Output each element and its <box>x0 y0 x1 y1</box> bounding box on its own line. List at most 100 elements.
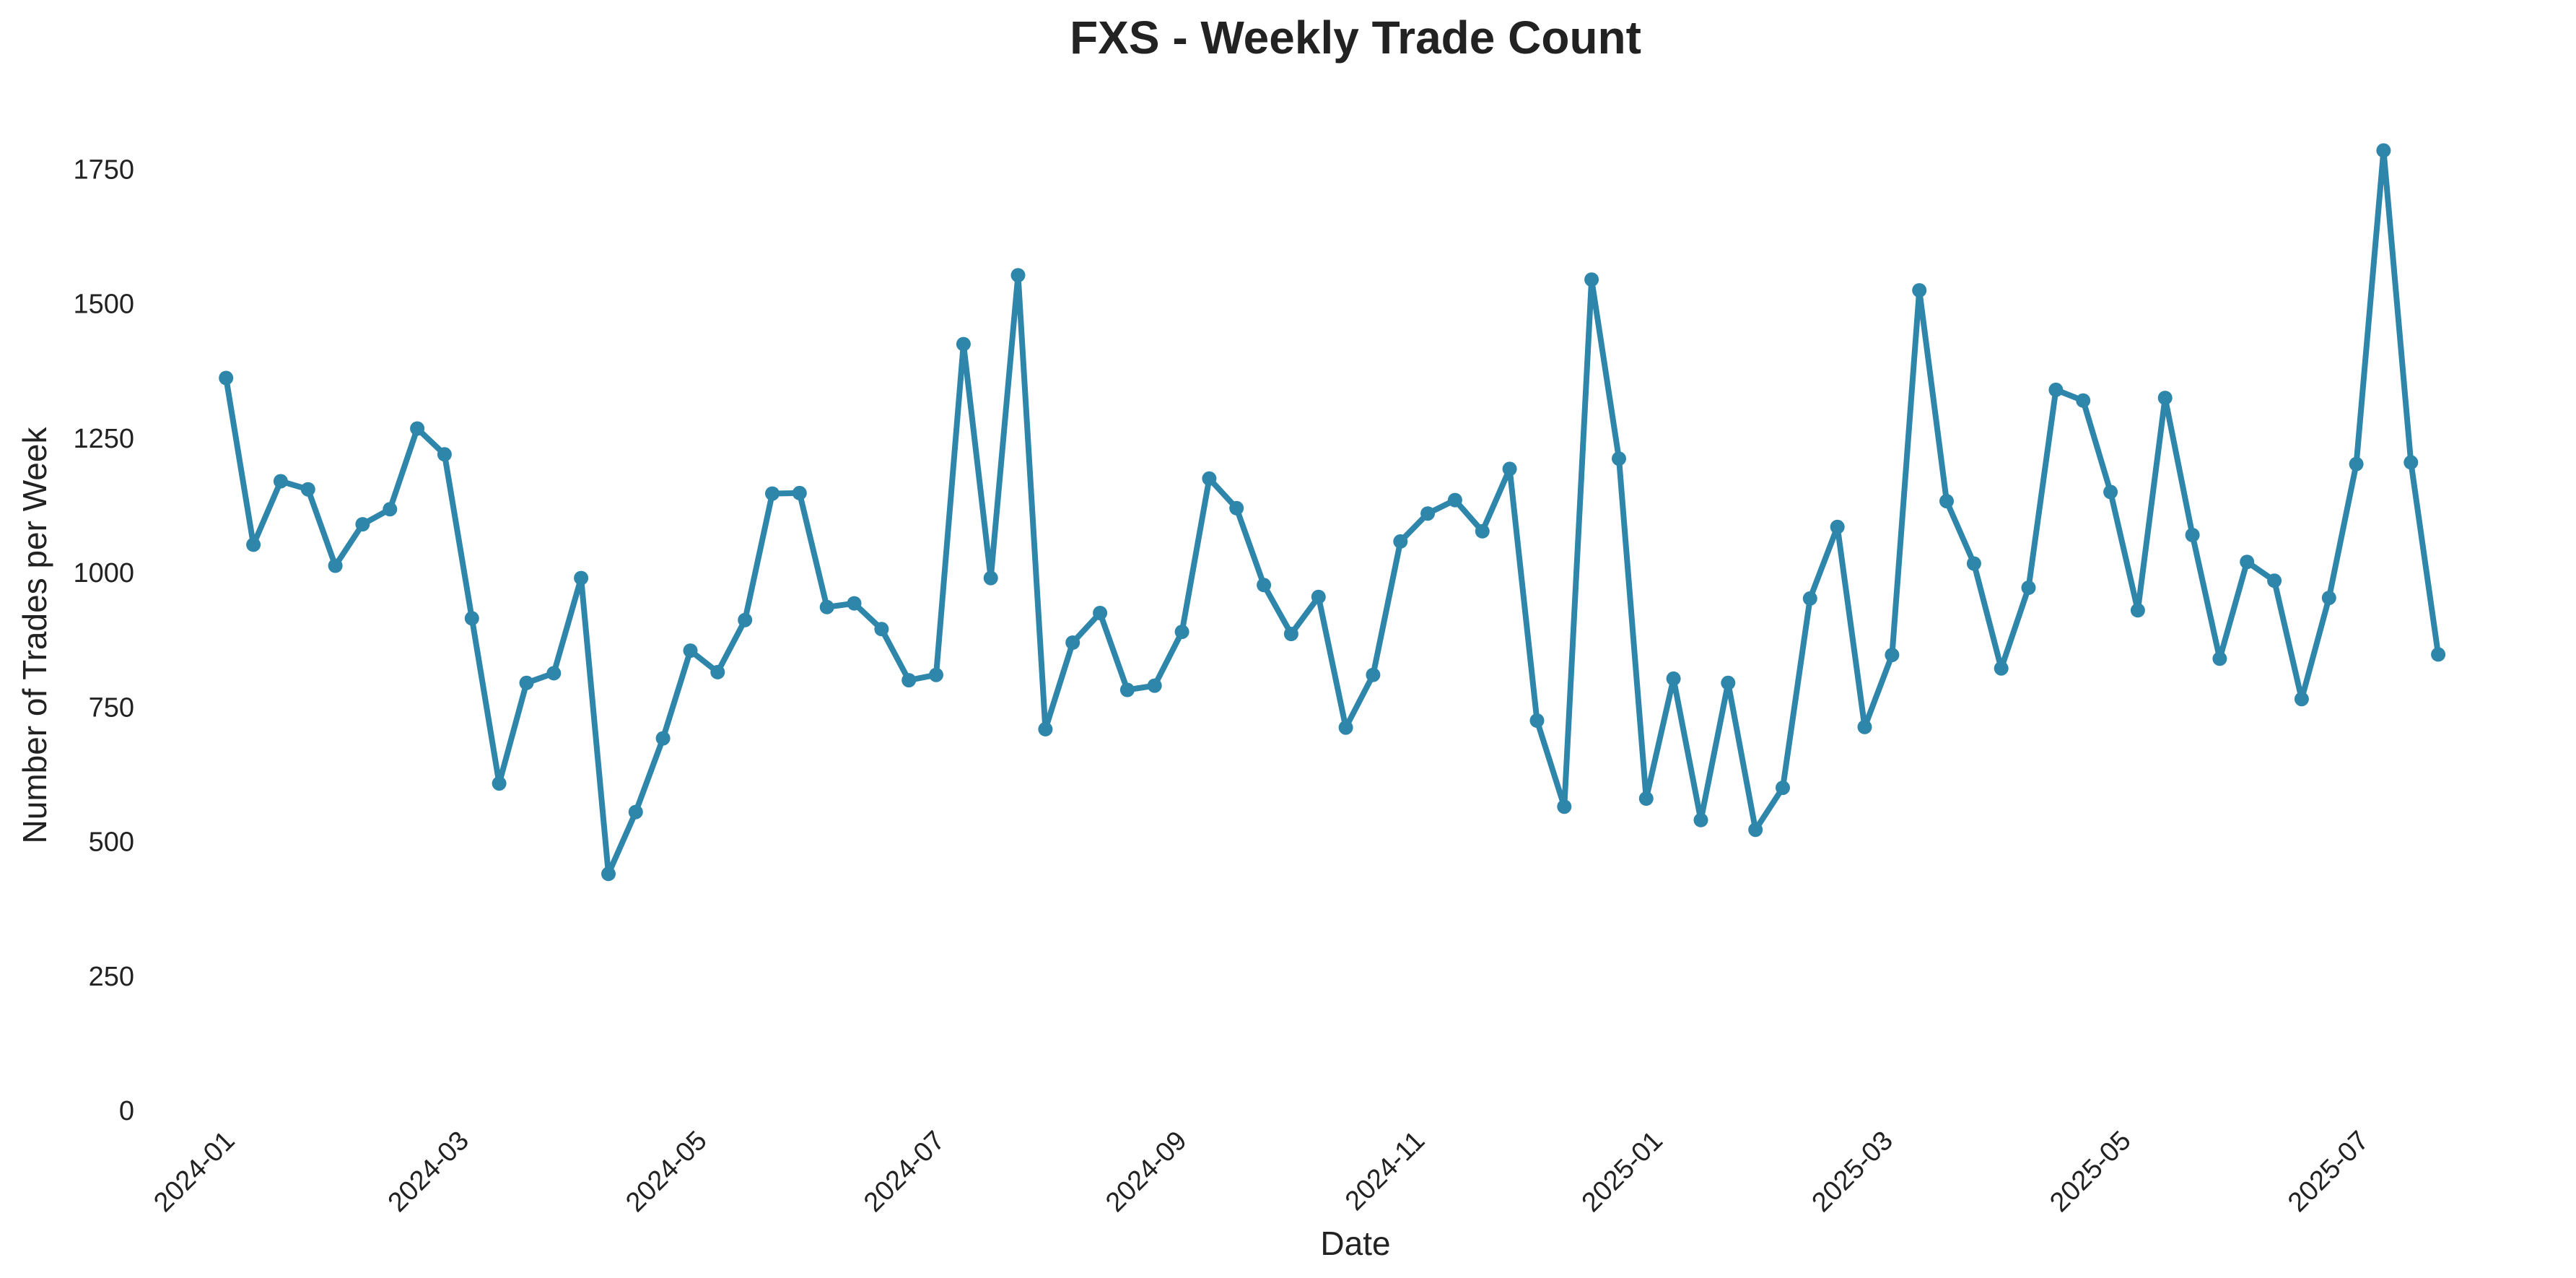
data-point <box>2431 647 2446 662</box>
data-point <box>1693 812 1708 827</box>
data-point <box>246 537 261 552</box>
series-line <box>223 147 2442 877</box>
data-point <box>1311 589 1326 604</box>
data-point <box>1994 661 2009 676</box>
x-tick-label: 2024-07 <box>858 1126 951 1218</box>
series-points <box>219 143 2446 882</box>
x-tick-label: 2025-07 <box>2282 1126 2375 1218</box>
data-point <box>1666 671 1681 686</box>
x-tick-label: 2025-01 <box>1576 1126 1669 1218</box>
data-point <box>1638 791 1654 806</box>
data-point <box>2240 555 2255 570</box>
data-point <box>219 370 234 386</box>
data-point <box>628 804 643 820</box>
data-point <box>2103 484 2118 500</box>
x-tick-label: 2024-05 <box>620 1126 712 1218</box>
x-tick-label: 2025-05 <box>2044 1126 2136 1218</box>
y-tick-label: 1000 <box>73 558 134 588</box>
data-point <box>1748 822 1763 838</box>
data-point <box>929 667 943 682</box>
x-tick-label: 2025-03 <box>1807 1126 1899 1218</box>
data-point <box>2267 573 2282 588</box>
x-axis-ticks: 2024-01 2024-03 2024-05 2024-07 2024-09 2024-… <box>148 1126 2375 1218</box>
data-point <box>2157 391 2173 406</box>
data-point <box>1529 713 1545 728</box>
data-point <box>1257 578 1272 593</box>
data-point <box>1830 519 1845 534</box>
data-point <box>956 336 971 352</box>
data-point <box>2212 651 2227 666</box>
data-point <box>574 570 589 586</box>
data-point <box>2376 143 2391 158</box>
y-tick-label: 500 <box>89 827 134 858</box>
data-point <box>1939 494 1954 509</box>
data-point <box>655 731 671 746</box>
x-tick-label: 2024-03 <box>383 1126 475 1218</box>
data-point <box>2021 581 2036 595</box>
data-point <box>1393 534 1408 549</box>
data-point <box>710 664 725 679</box>
data-point <box>546 666 562 681</box>
data-point <box>1966 556 1981 571</box>
y-tick-label: 250 <box>89 962 134 992</box>
data-point <box>1776 781 1790 796</box>
data-point <box>983 570 998 586</box>
x-axis-label: Date <box>1320 1225 1390 1262</box>
data-point <box>874 622 889 637</box>
y-tick-label: 0 <box>119 1096 134 1126</box>
data-point <box>410 421 425 436</box>
data-point <box>464 611 479 626</box>
data-point <box>792 485 807 500</box>
data-point <box>383 502 398 517</box>
data-point <box>328 558 343 573</box>
data-point <box>519 675 534 690</box>
data-point <box>2321 591 2336 606</box>
data-point <box>273 474 288 489</box>
data-point <box>765 486 780 501</box>
data-point <box>1557 799 1572 814</box>
data-point <box>1612 451 1626 466</box>
data-point <box>1475 523 1490 539</box>
data-point <box>1366 667 1381 682</box>
x-tick-label: 2024-01 <box>148 1126 240 1218</box>
data-point <box>300 482 315 497</box>
y-tick-label: 1750 <box>73 155 134 185</box>
data-point <box>355 517 370 532</box>
data-point <box>492 776 507 791</box>
data-point <box>1502 461 1517 477</box>
data-point <box>847 596 862 611</box>
data-point <box>2130 603 2145 618</box>
data-point <box>683 643 698 658</box>
data-point <box>1174 625 1189 640</box>
data-point <box>1038 721 1053 736</box>
data-point <box>2185 528 2200 542</box>
y-axis-ticks: 0 250 500 750 1000 1250 1500 1750 <box>73 155 134 1126</box>
data-point <box>1420 506 1436 521</box>
chart-title: FXS - Weekly Trade Count <box>1070 12 1641 64</box>
data-point <box>1283 627 1298 641</box>
data-point <box>1119 682 1135 697</box>
data-point <box>1447 492 1462 508</box>
data-point <box>738 612 753 627</box>
data-point <box>1584 272 1599 287</box>
data-point <box>1912 283 1927 298</box>
data-point <box>819 599 834 614</box>
y-axis-label: Number of Trades per Week <box>16 427 53 844</box>
y-tick-label: 1500 <box>73 290 134 320</box>
y-tick-label: 1250 <box>73 424 134 454</box>
data-point <box>1065 635 1080 650</box>
data-point <box>1885 648 1900 663</box>
y-tick-label: 750 <box>89 692 134 723</box>
data-point <box>2403 455 2419 470</box>
x-tick-label: 2024-11 <box>1340 1126 1431 1217</box>
data-point <box>2294 692 2309 707</box>
data-point <box>1147 678 1162 693</box>
data-point <box>2048 382 2064 397</box>
data-point <box>1010 268 1026 283</box>
data-point <box>1338 720 1353 735</box>
data-point <box>1857 719 1872 734</box>
data-point <box>601 866 616 882</box>
data-point <box>1721 675 1736 690</box>
data-point <box>2076 393 2091 408</box>
